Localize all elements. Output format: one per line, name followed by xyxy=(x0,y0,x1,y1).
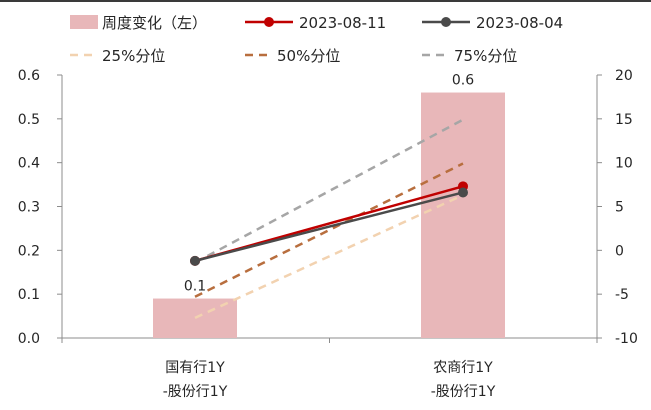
legend-item: 周度变化（左） xyxy=(70,14,207,32)
legend-label: 2023-08-11 xyxy=(299,14,386,32)
left-axis-tick-label: 0.2 xyxy=(18,243,40,259)
series-line xyxy=(194,191,464,263)
right-axis-tick-label: 10 xyxy=(615,156,633,172)
left-axis-tick-label: 0.5 xyxy=(18,112,40,128)
right-axis-tick-label: 15 xyxy=(615,112,633,128)
legend-item: 50%分位 xyxy=(245,47,340,65)
x-axis-category-label: -股份行1Y xyxy=(163,384,228,400)
left-axis-tick-label: 0.4 xyxy=(18,156,40,172)
legend-swatch xyxy=(70,15,98,29)
left-axis-tick-label: 0.0 xyxy=(18,331,40,347)
legend-item: 75%分位 xyxy=(422,47,517,65)
left-axis-tick-label: 0.6 xyxy=(18,68,40,84)
bar-data-label: 0.1 xyxy=(184,279,206,295)
bar xyxy=(421,92,505,339)
legend-label: 75%分位 xyxy=(454,47,517,65)
legend-label: 周度变化（左） xyxy=(102,14,207,32)
right-axis-tick-label: 20 xyxy=(615,68,633,84)
legend: 周度变化（左） 2023-08-11 2023-08-04 25%分位 50%分位 75%… xyxy=(70,14,563,65)
series-line xyxy=(194,162,464,298)
legend-item: 2023-08-11 xyxy=(245,14,386,32)
legend-label: 2023-08-04 xyxy=(476,14,563,32)
legend-label: 50%分位 xyxy=(277,47,340,65)
x-axis-category-label: -股份行1Y xyxy=(431,384,496,400)
series-line xyxy=(194,193,464,319)
legend-marker xyxy=(441,17,451,27)
series-line xyxy=(194,118,464,264)
right-axis-tick-label: -10 xyxy=(615,331,638,347)
left-axis-tick-label: 0.1 xyxy=(18,287,40,303)
series-point xyxy=(458,187,468,198)
legend-marker xyxy=(264,17,274,27)
left-axis-tick-label: 0.3 xyxy=(18,200,40,216)
right-axis-tick-label: 5 xyxy=(615,200,624,216)
right-axis-tick-label: -5 xyxy=(615,287,629,303)
legend-item: 25%分位 xyxy=(70,47,165,65)
plot-area: 0.0 0.1 0.2 0.3 0.4 0.5 0.6 -10 -5 0 5 10 15 20 0.1 0.6… xyxy=(18,68,638,400)
right-axis-tick-label: 0 xyxy=(615,243,624,259)
series-point xyxy=(190,255,200,266)
legend-label: 25%分位 xyxy=(102,47,165,65)
bar-data-label: 0.6 xyxy=(452,73,474,89)
x-axis-category-label: 国有行1Y xyxy=(165,360,225,376)
legend-item: 2023-08-04 xyxy=(422,14,563,32)
x-axis-category-label: 农商行1Y xyxy=(433,360,493,376)
